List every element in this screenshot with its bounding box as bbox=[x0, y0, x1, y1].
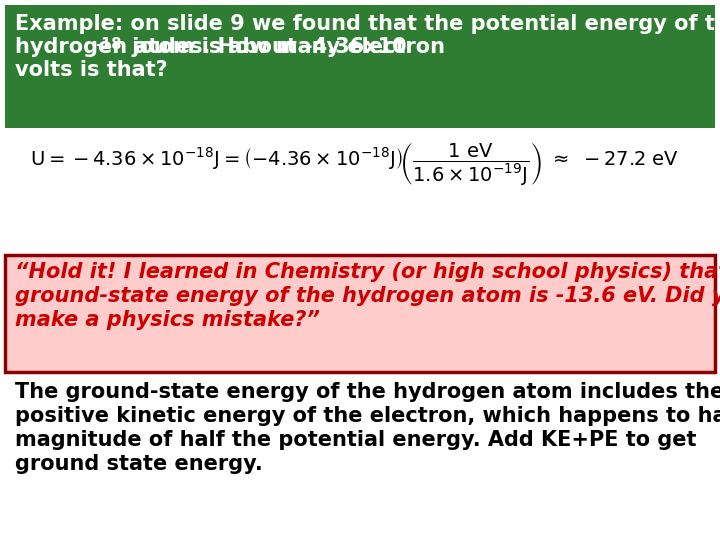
Text: magnitude of half the potential energy. Add KE+PE to get: magnitude of half the potential energy. … bbox=[15, 430, 696, 450]
Text: ground-state energy of the hydrogen atom is -13.6 eV. Did you: ground-state energy of the hydrogen atom… bbox=[15, 286, 720, 306]
Text: “Hold it! I learned in Chemistry (or high school physics) that the: “Hold it! I learned in Chemistry (or hig… bbox=[15, 262, 720, 282]
Text: $\mathrm{U = -4.36\times10^{-18}J = \left(-4.36\times10^{-18}J\right)\!\left(\df: $\mathrm{U = -4.36\times10^{-18}J = \lef… bbox=[30, 140, 679, 187]
Text: -18: -18 bbox=[95, 37, 122, 52]
Bar bbox=[5, 5, 715, 128]
Text: joules. How many electron: joules. How many electron bbox=[125, 37, 445, 57]
Text: positive kinetic energy of the electron, which happens to have a: positive kinetic energy of the electron,… bbox=[15, 406, 720, 426]
Text: make a physics mistake?”: make a physics mistake?” bbox=[15, 310, 320, 330]
Bar bbox=[5, 255, 715, 372]
Text: The ground-state energy of the hydrogen atom includes the: The ground-state energy of the hydrogen … bbox=[15, 382, 720, 402]
Text: ground state energy.: ground state energy. bbox=[15, 454, 263, 474]
Text: volts is that?: volts is that? bbox=[15, 60, 168, 80]
Text: Example: on slide 9 we found that the potential energy of the: Example: on slide 9 we found that the po… bbox=[15, 14, 720, 34]
Text: hydrogen atom is about -4.36x10: hydrogen atom is about -4.36x10 bbox=[15, 37, 407, 57]
